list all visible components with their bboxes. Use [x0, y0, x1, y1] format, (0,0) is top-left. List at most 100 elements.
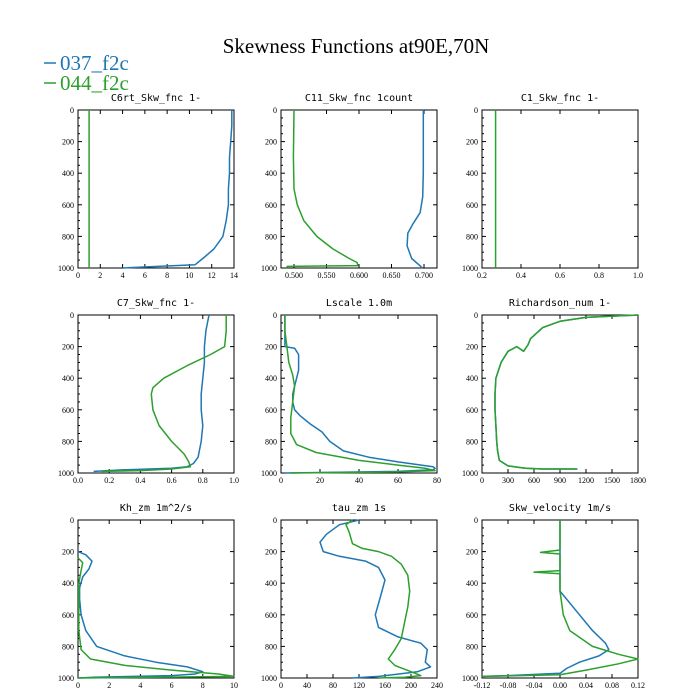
x-tick-label: 10	[185, 271, 193, 280]
x-tick-label: 0.550	[318, 271, 336, 280]
legend: 037_f2c 044_f2c	[44, 51, 129, 95]
y-tick-label: 200	[62, 138, 74, 147]
y-tick-label: 1000	[261, 469, 277, 478]
y-tick-label: 0	[70, 106, 74, 115]
x-tick-label: 80	[433, 476, 441, 485]
x-tick-label: 120	[353, 681, 365, 690]
x-tick-label: -0.04	[526, 681, 543, 690]
panel-9: Skw_velocity 1m/s02004006008001000-0.12-…	[462, 503, 645, 690]
y-tick-label: 400	[62, 169, 74, 178]
y-tick-label: 400	[62, 579, 74, 588]
x-tick-label: 8	[201, 681, 205, 690]
panel-title: Kh_zm 1m^2/s	[120, 503, 192, 514]
y-tick-label: 200	[466, 548, 478, 557]
x-tick-label: 0.650	[383, 271, 401, 280]
y-tick-label: 600	[62, 611, 74, 620]
x-tick-label: 1200	[578, 476, 594, 485]
panel-title: C7_Skw_fnc 1-	[117, 298, 195, 309]
x-tick-label: 0.6	[167, 476, 177, 485]
plot-frame	[280, 314, 438, 474]
x-tick-label: 600	[528, 476, 540, 485]
x-tick-label: 40	[303, 681, 311, 690]
x-tick-label: 0.6	[555, 271, 565, 280]
x-tick-label: 0	[76, 271, 80, 280]
y-tick-label: 200	[265, 548, 277, 557]
x-tick-label: 0	[76, 681, 80, 690]
y-tick-label: 800	[62, 642, 74, 651]
series-line-044_f2c	[345, 519, 422, 679]
x-tick-label: 0	[279, 681, 283, 690]
y-tick-label: 600	[265, 611, 277, 620]
y-tick-label: 600	[62, 406, 74, 415]
x-tick-label: 160	[379, 681, 391, 690]
y-tick-label: 800	[466, 437, 478, 446]
x-tick-label: 0.2	[477, 271, 487, 280]
y-tick-label: 800	[466, 232, 478, 241]
x-tick-label: 4	[121, 271, 125, 280]
x-tick-label: 0.2	[104, 476, 114, 485]
y-tick-label: 800	[265, 642, 277, 651]
x-tick-label: 0.8	[198, 476, 208, 485]
x-tick-label: 0.8	[594, 271, 604, 280]
y-tick-label: 0	[273, 106, 277, 115]
y-tick-label: 200	[265, 343, 277, 352]
x-tick-label: 0.12	[631, 681, 645, 690]
y-tick-label: 1000	[261, 674, 277, 683]
plot-frame	[280, 519, 438, 679]
y-tick-label: 0	[474, 106, 478, 115]
y-tick-label: 600	[466, 406, 478, 415]
x-tick-label: 0.0	[73, 476, 83, 485]
series-line-037_f2c	[122, 110, 233, 269]
plot-frame	[77, 109, 235, 269]
y-tick-label: 400	[466, 169, 478, 178]
y-tick-label: 800	[265, 437, 277, 446]
x-tick-label: 900	[554, 476, 566, 485]
y-tick-label: 800	[62, 437, 74, 446]
series-line-044_f2c	[77, 557, 235, 679]
y-tick-label: 0	[474, 516, 478, 525]
y-tick-label: 0	[474, 311, 478, 320]
panel-2: C11_Skw_fnc 1count 0 200 400 600 800 1000 0.500…	[261, 93, 438, 280]
y-tick-label: 1000	[462, 264, 478, 273]
y-tick-label: 600	[466, 201, 478, 210]
y-tick-label: 0	[70, 311, 74, 320]
series-line-044_f2c	[101, 315, 227, 473]
series-line-037_f2c	[77, 550, 204, 679]
x-tick-label: 0.4	[135, 476, 145, 485]
series-line-037_f2c	[319, 519, 432, 679]
x-tick-label: 60	[394, 476, 402, 485]
x-tick-label: 1.0	[229, 476, 239, 485]
plot-frame	[481, 314, 639, 474]
x-tick-label: -0.08	[500, 681, 517, 690]
x-tick-label: 0.08	[605, 681, 619, 690]
plot-frame	[77, 519, 235, 679]
x-tick-label: 1500	[604, 476, 620, 485]
y-tick-label: 200	[62, 548, 74, 557]
y-tick-label: 400	[265, 374, 277, 383]
series-line-044_f2c	[284, 315, 436, 474]
x-tick-label: 14	[230, 271, 238, 280]
y-tick-label: 600	[62, 201, 74, 210]
series-line-044_f2c	[481, 520, 639, 678]
y-tick-label: 200	[265, 138, 277, 147]
y-tick-label: 200	[466, 343, 478, 352]
plot-frame	[481, 109, 639, 269]
x-tick-label: 20	[316, 476, 324, 485]
x-tick-label: 2	[107, 681, 111, 690]
series-line-044_f2c	[494, 314, 639, 470]
plot-frame	[77, 314, 235, 474]
y-tick-label: 0	[273, 516, 277, 525]
y-tick-label: 400	[62, 374, 74, 383]
x-tick-label: 0.600	[350, 271, 368, 280]
series-line-037_f2c	[494, 314, 639, 470]
x-tick-label: 4	[138, 681, 142, 690]
x-tick-label: 0.700	[415, 271, 433, 280]
